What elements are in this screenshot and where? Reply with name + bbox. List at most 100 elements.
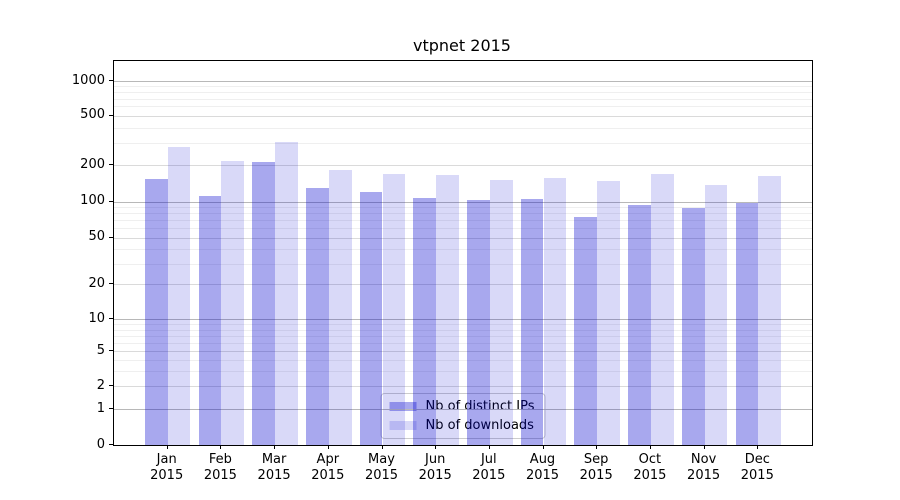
x-tick-oct <box>649 445 651 449</box>
gridline-y-2 <box>114 386 812 388</box>
gridline-y-600 <box>114 106 812 108</box>
x-tick-label-jun: Jun 2015 <box>400 452 470 484</box>
bar-distinct-ips-aug <box>520 198 544 445</box>
x-tick-label-mar: Mar 2015 <box>239 452 309 484</box>
y-tick-label-50: 50 <box>88 229 105 245</box>
x-tick-jul <box>488 445 490 449</box>
y-tick-0 <box>109 444 113 445</box>
x-tick-apr <box>327 445 329 449</box>
y-tick-5 <box>109 350 113 352</box>
bar-downloads-sep <box>597 181 620 445</box>
x-tick-year-apr: 2015 <box>311 468 345 483</box>
y-tick-label-1000: 1000 <box>71 72 105 88</box>
gridline-y-700 <box>114 98 812 100</box>
x-tick-year-jan: 2015 <box>150 468 184 483</box>
gridline-y-90 <box>114 207 812 209</box>
bar-downloads-apr <box>328 170 352 445</box>
legend-swatch-downloads <box>389 421 417 430</box>
x-tick-dec <box>757 445 759 449</box>
gridline-y-400 <box>114 127 812 129</box>
gridline-y-900 <box>114 86 812 88</box>
x-tick-year-aug: 2015 <box>525 468 560 483</box>
gridline-y-60 <box>114 228 812 230</box>
gridline-y-7 <box>114 335 812 337</box>
legend-swatch-distinct-ips <box>389 402 417 411</box>
y-tick-label-0: 0 <box>96 436 105 452</box>
gridline-y-5 <box>114 351 812 353</box>
bar-distinct-ips-apr <box>306 188 329 445</box>
y-tick-50 <box>109 236 113 238</box>
gridline-y-30 <box>114 263 812 265</box>
bar-downloads-mar <box>275 142 298 445</box>
gridline-y-100 <box>114 201 812 203</box>
gridline-y-4 <box>114 359 812 361</box>
x-tick-label-dec: Dec 2015 <box>722 452 792 484</box>
gridline-y-70 <box>114 220 812 222</box>
bar-distinct-ips-jul <box>467 200 490 445</box>
x-tick-month-may: May <box>368 452 395 467</box>
x-tick-year-nov: 2015 <box>687 468 721 483</box>
y-tick-label-100: 100 <box>80 193 105 209</box>
gridline-y-500 <box>114 115 812 117</box>
x-tick-month-dec: Dec <box>744 452 770 467</box>
y-tick-20 <box>109 283 113 285</box>
legend-label-distinct-ips: Nb of distinct IPs <box>425 399 535 414</box>
gridline-y-1 <box>114 409 812 410</box>
bar-distinct-ips-oct <box>628 205 651 445</box>
bar-distinct-ips-feb <box>198 195 222 445</box>
gridline-y-50 <box>114 237 812 239</box>
y-tick-10 <box>109 318 113 320</box>
x-tick-year-oct: 2015 <box>633 468 667 483</box>
x-tick-year-jul: 2015 <box>472 468 506 483</box>
x-tick-label-jul: Jul 2015 <box>454 452 524 484</box>
gridline-y-200 <box>114 165 812 167</box>
x-tick-may <box>381 445 383 449</box>
bar-downloads-aug <box>543 178 567 445</box>
x-tick-label-aug: Aug 2015 <box>508 452 578 484</box>
y-tick-label-200: 200 <box>80 156 105 172</box>
bar-downloads-feb <box>221 160 245 445</box>
bar-downloads-dec <box>758 175 782 445</box>
gridline-y-1000 <box>114 81 812 82</box>
gridline-y-80 <box>114 213 812 215</box>
x-tick-label-oct: Oct 2015 <box>615 452 685 484</box>
x-tick-label-jan: Jan 2015 <box>132 452 202 484</box>
bar-distinct-ips-sep <box>574 216 598 445</box>
y-tick-200 <box>109 164 113 166</box>
x-tick-label-apr: Apr 2015 <box>293 452 363 484</box>
x-tick-label-feb: Feb 2015 <box>185 452 255 484</box>
x-tick-feb <box>220 445 222 449</box>
bar-downloads-jun <box>436 175 459 445</box>
gridline-y-20 <box>114 284 812 286</box>
y-tick-label-5: 5 <box>96 342 105 358</box>
x-tick-jun <box>435 445 437 449</box>
x-tick-month-jul: Jul <box>480 452 497 467</box>
gridline-y-40 <box>114 249 812 251</box>
y-tick-100 <box>109 200 113 202</box>
gridline-y-300 <box>114 143 812 145</box>
bar-downloads-nov <box>704 184 728 445</box>
bar-distinct-ips-mar <box>252 162 276 445</box>
x-tick-year-may: 2015 <box>364 468 399 483</box>
y-tick-label-20: 20 <box>88 275 105 291</box>
chart-title: vtpnet 2015 <box>413 36 511 55</box>
bar-distinct-ips-dec <box>735 203 759 445</box>
y-tick-2 <box>109 385 113 387</box>
legend-entry-downloads: Nb of downloads <box>389 418 535 433</box>
bar-distinct-ips-may <box>359 192 383 445</box>
x-tick-year-feb: 2015 <box>203 468 237 483</box>
x-tick-month-nov: Nov <box>690 452 717 467</box>
x-tick-mar <box>274 445 276 449</box>
bar-downloads-jul <box>489 180 513 445</box>
x-tick-year-dec: 2015 <box>740 468 774 483</box>
y-tick-1 <box>109 408 113 409</box>
gridline-y-9 <box>114 324 812 326</box>
x-tick-year-jun: 2015 <box>418 468 452 483</box>
gridline-y-3 <box>114 370 812 372</box>
gridline-y-800 <box>114 92 812 94</box>
y-tick-label-500: 500 <box>80 107 105 122</box>
gridline-y-10 <box>114 319 812 321</box>
bar-distinct-ips-nov <box>681 207 705 445</box>
x-tick-jan <box>166 445 168 449</box>
